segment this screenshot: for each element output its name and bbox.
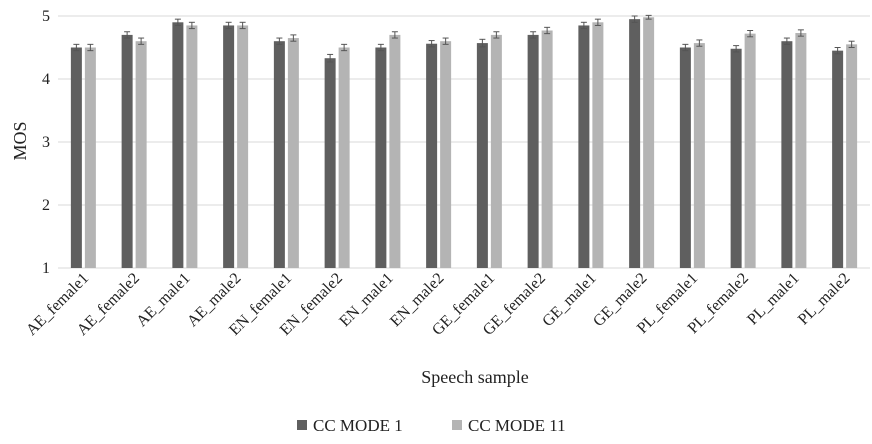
bar-mode1 xyxy=(629,19,641,269)
x-tick-label: GE_male1 xyxy=(539,270,599,330)
x-tick-label: EN_male1 xyxy=(336,270,396,330)
bar-mode11 xyxy=(693,43,705,269)
bar-mode1 xyxy=(273,41,285,269)
x-tick-label: PL_male2 xyxy=(795,270,854,329)
legend-swatch-mode1 xyxy=(297,420,307,430)
y-tick-label: 5 xyxy=(42,8,50,25)
bar-mode11 xyxy=(541,30,553,268)
bar-mode1 xyxy=(375,47,387,268)
legend-label-mode1: CC MODE 1 xyxy=(313,416,403,435)
y-tick-label: 2 xyxy=(42,197,50,214)
y-tick-label: 3 xyxy=(42,134,50,151)
bar-mode11 xyxy=(643,17,655,269)
y-tick-label: 1 xyxy=(42,260,50,277)
error-bars xyxy=(73,14,855,63)
bar-mode1 xyxy=(578,25,590,269)
bar-mode11 xyxy=(135,41,147,269)
bar-mode11 xyxy=(186,25,198,269)
y-tick-labels: 1 2 3 4 5 xyxy=(42,8,50,277)
bar-mode1 xyxy=(781,41,793,269)
bar-mode1 xyxy=(70,47,82,268)
bar-mode1 xyxy=(832,50,844,269)
bar-mode1 xyxy=(223,25,235,269)
bar-mode11 xyxy=(846,44,858,268)
x-tick-label: AE_male1 xyxy=(133,270,193,330)
bar-mode1 xyxy=(426,43,438,268)
legend-swatch-mode11 xyxy=(452,420,462,430)
bar-mode11 xyxy=(440,41,452,269)
x-tick-label: PL_male1 xyxy=(744,270,803,329)
bar-mode11 xyxy=(592,22,604,268)
bar-mode11 xyxy=(795,33,807,269)
bar-mode1 xyxy=(527,34,539,269)
bar-mode11 xyxy=(237,25,249,269)
bar-mode11 xyxy=(287,38,299,268)
bars xyxy=(70,17,858,269)
bar-mode11 xyxy=(338,47,350,268)
y-tick-label: 4 xyxy=(42,71,50,88)
bar-mode1 xyxy=(121,34,133,269)
bar-mode11 xyxy=(389,34,401,269)
bar-mode1 xyxy=(172,22,184,268)
legend: CC MODE 1 CC MODE 11 xyxy=(297,416,566,435)
x-axis-title: Speech sample xyxy=(421,367,528,387)
y-axis-title: MOS xyxy=(10,121,30,160)
bar-mode1 xyxy=(730,48,742,269)
bar-mode11 xyxy=(84,47,96,268)
bar-mode1 xyxy=(679,47,691,268)
x-tick-labels: AE_female1AE_female2AE_male1AE_male2EN_f… xyxy=(23,270,853,339)
bar-mode1 xyxy=(476,43,488,269)
bar-mode1 xyxy=(324,58,336,269)
bar-mode11 xyxy=(744,33,756,268)
bar-mode11 xyxy=(490,34,502,269)
legend-label-mode11: CC MODE 11 xyxy=(468,416,566,435)
